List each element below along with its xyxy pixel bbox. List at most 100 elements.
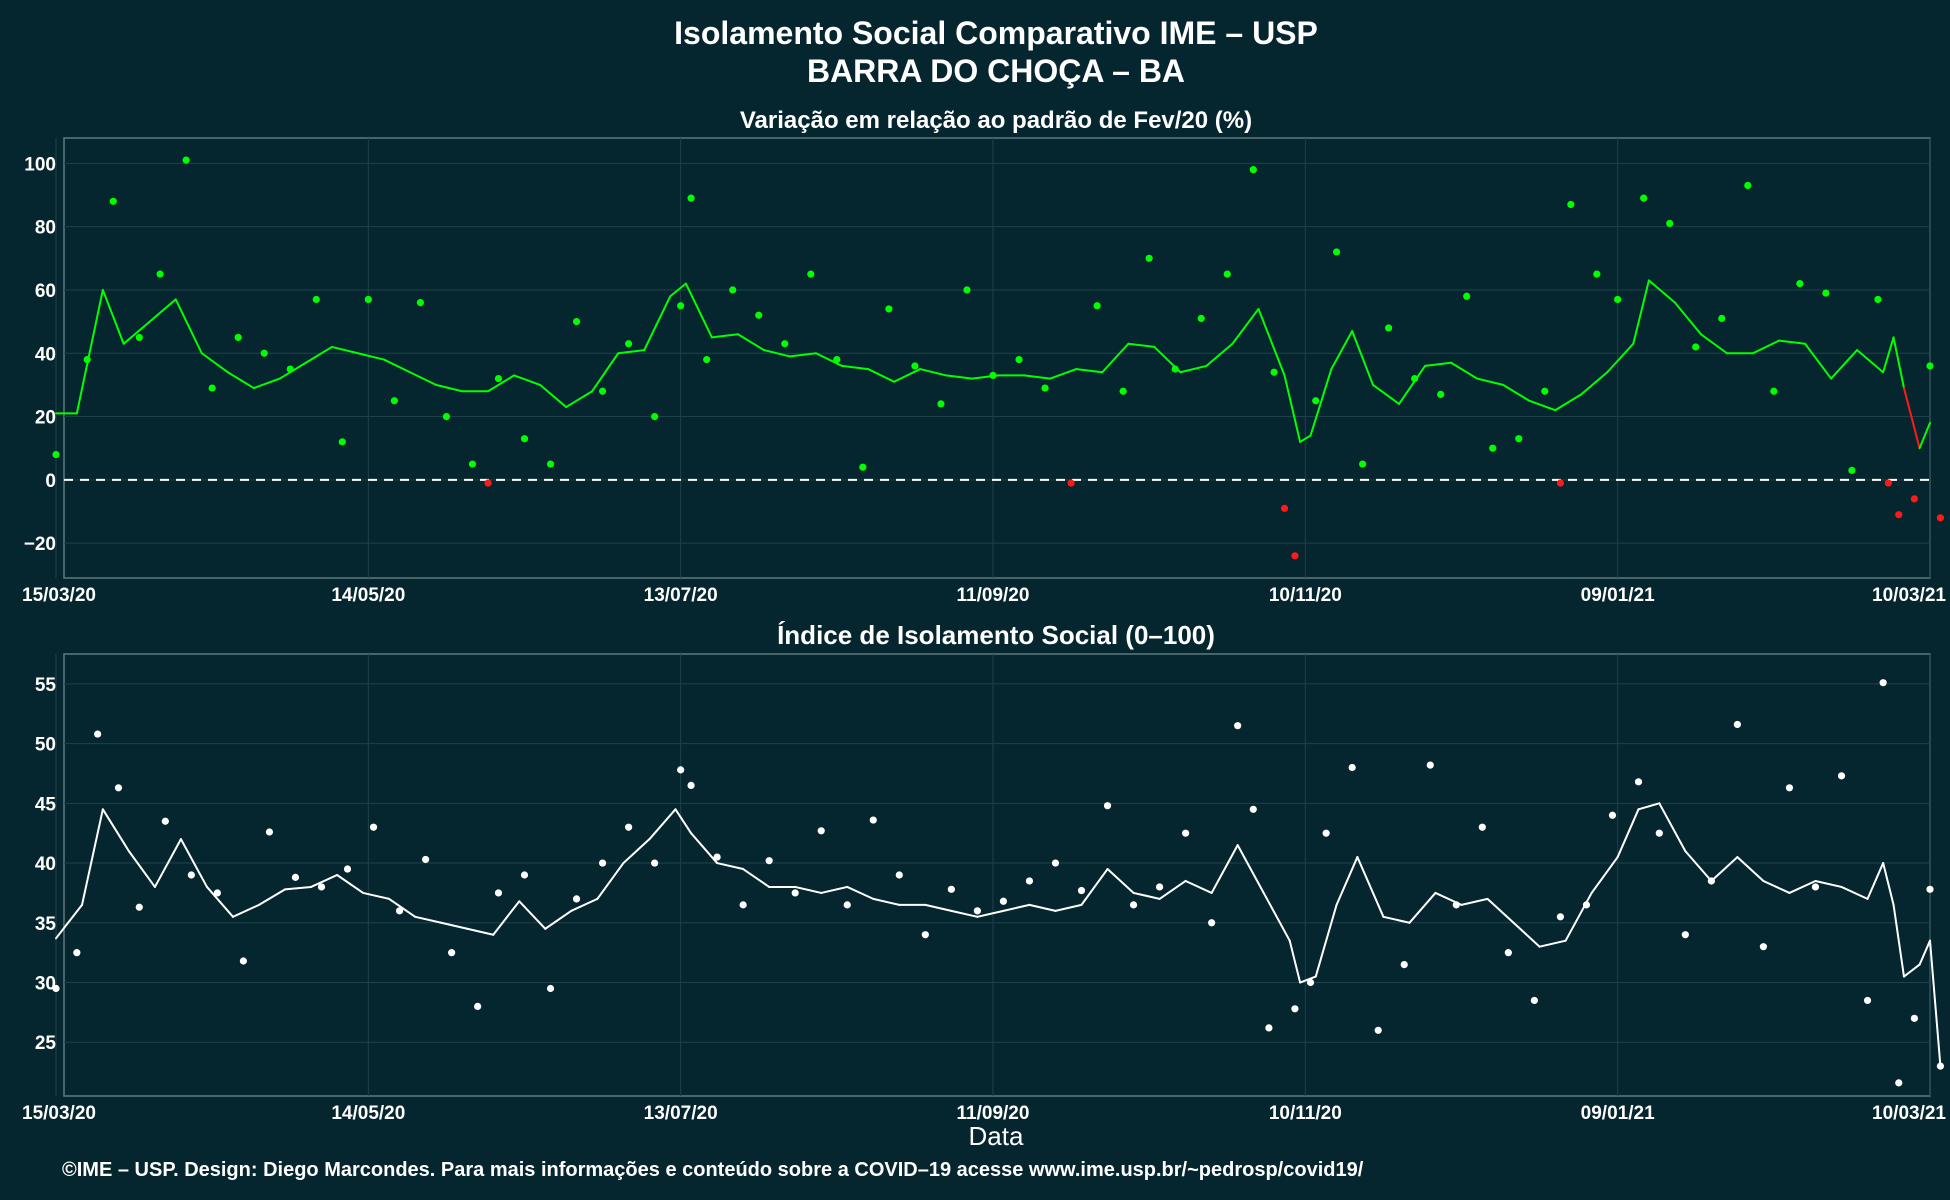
variation-data-point (52, 450, 60, 459)
variation-moving-average-segment (1476, 377, 1505, 386)
index-moving-average-segment (1710, 856, 1739, 882)
index-moving-average-segment (924, 903, 953, 912)
index-chart-title: Índice de Isolamento Social (0–100) (777, 620, 1215, 650)
variation-moving-average-segment (252, 377, 281, 390)
variation-moving-average-segment (1502, 383, 1531, 402)
variation-data-point (234, 333, 242, 342)
variation-moving-average-segment (1179, 364, 1208, 374)
index-moving-average-segment (1882, 862, 1895, 906)
index-data-point (1208, 919, 1216, 927)
index-moving-average-segment (690, 832, 719, 865)
index-data-point (1936, 1062, 1945, 1070)
index-data-point (546, 984, 555, 993)
index-data-point (869, 816, 877, 824)
variation-moving-average-segment (1673, 301, 1702, 336)
variation-data-point (572, 317, 581, 326)
variation-moving-average-segment (1882, 336, 1895, 374)
index-data-point (494, 889, 503, 897)
variation-data-point (1692, 343, 1700, 351)
variation-data-point (1312, 397, 1320, 405)
variation-data-point (338, 438, 346, 446)
variation-moving-average-segment (382, 358, 411, 374)
index-data-point (1759, 943, 1768, 951)
index-data-point (1426, 761, 1434, 769)
index-data-point (1926, 885, 1934, 893)
variation-data-point (468, 460, 477, 468)
index-moving-average-segment (414, 915, 443, 924)
variation-moving-average-segment (945, 374, 974, 380)
variation-data-point (1640, 194, 1648, 202)
variation-moving-average-segment (1830, 349, 1859, 380)
index-moving-average-segment (1106, 868, 1135, 894)
variation-moving-average-segment (1049, 368, 1078, 380)
index-data-point (1634, 778, 1643, 786)
variation-data-point (442, 412, 451, 421)
variation-data-point (1796, 280, 1804, 288)
variation-moving-average-segment (919, 368, 948, 377)
variation-moving-average-segment (1918, 421, 1931, 450)
index-moving-average-segment (55, 903, 84, 940)
variation-moving-average-segment (1205, 342, 1234, 367)
variation-data-point (963, 286, 971, 294)
variation-moving-average-segment (1351, 330, 1375, 386)
index-data-point (1051, 859, 1060, 867)
variation-moving-average-segment (1257, 307, 1286, 377)
variation-x-tick-label: 13/07/20 (644, 585, 718, 606)
index-data-point (1910, 1014, 1918, 1022)
variation-x-tick-label: 10/11/20 (1269, 585, 1342, 606)
variation-moving-average-segment (1231, 307, 1260, 345)
variation-moving-average-segment (1892, 336, 1905, 390)
index-moving-average-segment (1658, 802, 1687, 853)
variation-data-point (156, 270, 164, 278)
variation-chart-title: Variação em relação ao padrão de Fev/20 … (740, 107, 1252, 134)
index-data-point (474, 1002, 482, 1011)
index-moving-average-segment (231, 903, 261, 918)
variation-data-point (416, 299, 424, 307)
variation-moving-average-segment (788, 352, 818, 358)
index-y-tick-label: 25 (35, 1033, 57, 1054)
variation-data-point (625, 340, 633, 348)
variation-data-point (1119, 387, 1127, 395)
variation-moving-average-segment (435, 383, 464, 393)
variation-data-point (364, 295, 372, 304)
index-data-point (369, 823, 378, 831)
index-moving-average-segment (1002, 903, 1031, 912)
index-moving-average-segment (872, 897, 901, 906)
index-data-point (395, 907, 404, 915)
variation-data-point (484, 479, 492, 487)
variation-data-point (1884, 479, 1892, 487)
variation-moving-average-segment (513, 374, 542, 386)
figure-title-line1: Isolamento Social Comparativo IME – USP (674, 15, 1318, 51)
variation-moving-average-segment (539, 383, 568, 409)
variation-data-point (1910, 495, 1918, 503)
variation-moving-average-segment (736, 333, 765, 352)
variation-data-point (1770, 387, 1778, 395)
variation-moving-average-segment (762, 349, 791, 358)
index-data-point (1103, 802, 1112, 810)
variation-data-point (546, 460, 555, 468)
variation-data-point (520, 435, 529, 443)
index-moving-average-segment (1158, 879, 1187, 900)
index-x-tick-label: 09/01/21 (1581, 1103, 1655, 1124)
variation-moving-average-segment (330, 345, 359, 355)
index-data-point (1322, 829, 1330, 837)
index-moving-average-segment (362, 891, 391, 900)
variation-data-point (807, 270, 815, 278)
index-data-point (1182, 829, 1190, 837)
index-moving-average-segment (674, 808, 693, 835)
index-moving-average-segment (976, 909, 1005, 918)
index-data-point (739, 901, 747, 909)
variation-data-point (833, 355, 841, 364)
index-moving-average-segment (1054, 903, 1083, 912)
index-moving-average-segment (846, 885, 875, 900)
variation-moving-average-segment (1528, 399, 1557, 412)
index-y-tick-label: 35 (35, 914, 57, 935)
index-data-point (598, 859, 607, 867)
index-data-point (817, 827, 825, 835)
index-moving-average-segment (742, 868, 771, 888)
index-y-tick-label: 50 (35, 735, 56, 756)
variation-moving-average-segment (1283, 374, 1302, 443)
variation-moving-average-segment (1804, 342, 1833, 380)
index-data-point (291, 873, 300, 881)
index-x-tick-label: 10/03/21 (1872, 1103, 1946, 1124)
